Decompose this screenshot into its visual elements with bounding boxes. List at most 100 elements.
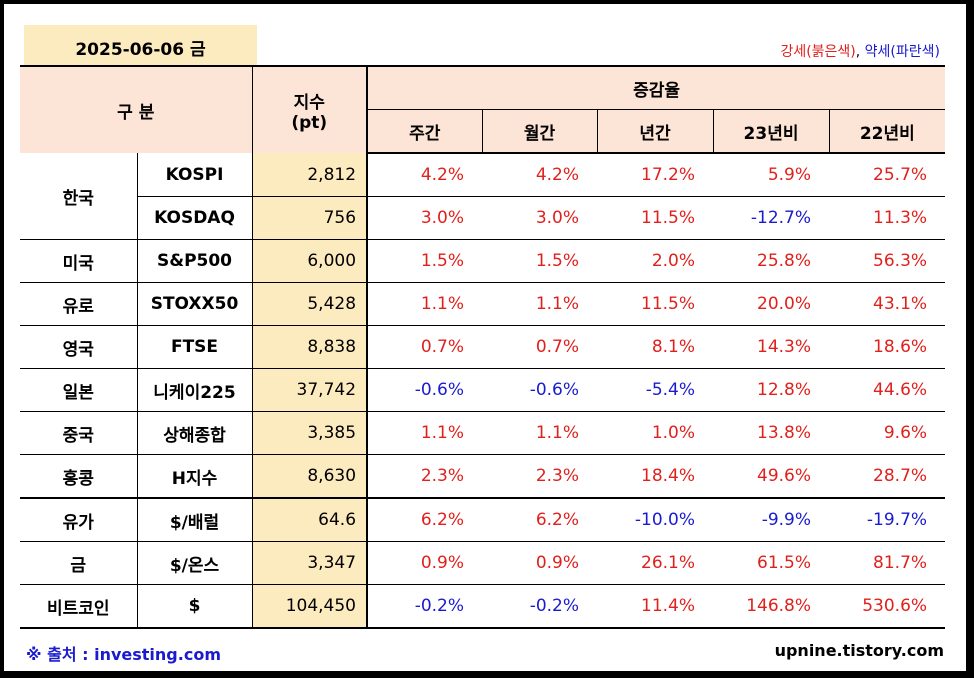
row-change-value: 4.2%: [420, 165, 465, 185]
row-change-value: 0.9%: [482, 541, 598, 585]
row-change-value: 2.3%: [482, 454, 598, 498]
row-change-value: 17.2%: [641, 165, 696, 185]
row-category: 비트코인: [20, 584, 138, 629]
row-change-value: 11.5%: [597, 196, 714, 240]
row-index-value: 8,630: [252, 454, 369, 498]
row-change-value: 1.1%: [367, 282, 483, 326]
row-change-value: 6.2%: [367, 497, 483, 542]
table-row: 유로 STOXX50 5,428 1.1% 1.1% 11.5% 20.0% 43.1%: [20, 282, 946, 326]
row-change-value: 56.3%: [829, 239, 946, 283]
header-col: 년간: [597, 109, 714, 154]
table-row: 미국 S&P500 6,000 1.5% 1.5% 2.0% 25.8% 56.3%: [20, 239, 946, 283]
row-change-value: 11.4%: [597, 584, 714, 629]
row-change-value: 0.7%: [367, 325, 483, 369]
header-index-unit: (pt): [291, 112, 328, 133]
row-name: FTSE: [137, 325, 253, 369]
row-change-value: 2.3%: [367, 454, 483, 498]
row-name: $/배럴: [137, 497, 253, 542]
market-table: 구 분 지수 (pt) 증감율 주간 월간 년간 23년비 22년비 한국 KOSPI 2,…: [20, 65, 946, 629]
row-category: 유가: [20, 497, 138, 542]
row-change-value: 0.9%: [367, 541, 483, 585]
row-change-value: -0.2%: [482, 584, 598, 629]
legend-up: 강세(붉은색): [780, 44, 856, 60]
row-change-value: 26.1%: [597, 541, 714, 585]
table-row: 일본 니케이225 37,742 -0.6% -0.6% -5.4% 12.8% 44.6%: [20, 368, 946, 412]
row-change-value: 3.0%: [367, 196, 483, 240]
row-change-value: 44.6%: [829, 368, 946, 412]
row-name: S&P500: [137, 239, 253, 283]
row-name: 니케이225: [137, 368, 253, 412]
row-name: KOSDAQ: [137, 196, 253, 240]
row-change-value: 146.8%: [713, 584, 830, 629]
row-category: 유로: [20, 282, 138, 326]
row-index-value: 6,000: [252, 239, 369, 283]
row-name: 상해종합: [137, 411, 253, 455]
report-date: 2025-06-06 금: [24, 25, 257, 70]
row-index-value: 64.6: [252, 497, 369, 542]
row-category: 일본: [20, 368, 138, 412]
row-change-value: -19.7%: [829, 497, 946, 542]
source-note: ※ 출처 : investing.com: [26, 645, 221, 664]
color-legend: 강세(붉은색), 약세(파란색): [780, 41, 940, 61]
row-name: STOXX50: [137, 282, 253, 326]
site-name: upnine.tistory.com: [774, 641, 944, 660]
row-change-value: 13.8%: [713, 411, 830, 455]
row-change-value: 12.8%: [713, 368, 830, 412]
row-change-value: -9.9%: [713, 497, 830, 542]
row-change-value: 20.0%: [713, 282, 830, 326]
legend-down: 약세(파란색): [864, 44, 940, 60]
table-row: 영국 FTSE 8,838 0.7% 0.7% 8.1% 14.3% 18.6%: [20, 325, 946, 369]
row-change-value: 18.4%: [597, 454, 714, 498]
row-change-value: -0.6%: [367, 368, 483, 412]
row-change-value: 2.0%: [597, 239, 714, 283]
row-change-value: -12.7%: [713, 196, 830, 240]
row-index-value: 5,428: [252, 282, 369, 326]
row-category: 홍콩: [20, 454, 138, 498]
row-change-value: 1.1%: [367, 411, 483, 455]
table-row: 비트코인 $104,450 -0.2% -0.2% 11.4% 146.8% 530.6%: [20, 584, 946, 629]
row-category: 금: [20, 541, 138, 585]
header-col: 22년비: [829, 109, 946, 154]
table-row: 유가 $/배럴 64.6 6.2% 6.2% -10.0% -9.9% -19.7%: [20, 497, 946, 542]
row-index-value: 37,742: [252, 368, 369, 412]
row-change-value: 4.2%: [535, 165, 580, 185]
row-change-value: 1.5%: [482, 239, 598, 283]
legend-sep: ,: [855, 44, 865, 60]
row-change-value: 49.6%: [713, 454, 830, 498]
header-col: 월간: [482, 109, 598, 154]
row-change-value: 81.7%: [829, 541, 946, 585]
row-change-value: -5.4%: [597, 368, 714, 412]
row-change-value: 28.7%: [829, 454, 946, 498]
row-change-value: 1.1%: [482, 282, 598, 326]
table-row: KOSDAQ 756 3.0% 3.0% 11.5% -12.7% 11.3%: [20, 196, 946, 240]
row-category: 한국: [20, 153, 138, 240]
row-change-value: -0.2%: [367, 584, 483, 629]
header-col: 23년비: [713, 109, 830, 154]
row-change-value: 3.0%: [482, 196, 598, 240]
row-category: 영국: [20, 325, 138, 369]
header-col: 주간: [367, 109, 483, 154]
row-category: 중국: [20, 411, 138, 455]
row-change-value: 8.1%: [597, 325, 714, 369]
row-index-value: 3,347: [252, 541, 369, 585]
row-change-value: 25.8%: [713, 239, 830, 283]
table-row: 홍콩 H지수 8,630 2.3% 2.3% 18.4% 49.6% 28.7%: [20, 454, 946, 498]
row-name: $: [137, 584, 253, 629]
row-change-value: 1.1%: [482, 411, 598, 455]
table-row: 중국 상해종합 3,385 1.1% 1.1% 1.0% 13.8% 9.6%: [20, 411, 946, 455]
row-change-value: 11.5%: [597, 282, 714, 326]
row-index-value: 8,838: [252, 325, 369, 369]
row-change-value: -0.6%: [482, 368, 598, 412]
row-change-value: 11.3%: [829, 196, 946, 240]
table-row: 한국 KOSPI 2,812 4.2% 4.2% 17.2% 5.9% 25.7%: [20, 153, 945, 240]
row-change-value: 14.3%: [713, 325, 830, 369]
row-index-value: 104,450: [252, 584, 369, 629]
row-change-value: -10.0%: [597, 497, 714, 542]
row-name: H지수: [137, 454, 253, 498]
row-change-value: 61.5%: [713, 541, 830, 585]
row-change-value: 6.2%: [482, 497, 598, 542]
row-change-value: 1.5%: [367, 239, 483, 283]
header-change: 증감율: [367, 65, 946, 110]
row-category: 미국: [20, 239, 138, 283]
row-change-value: 9.6%: [829, 411, 946, 455]
